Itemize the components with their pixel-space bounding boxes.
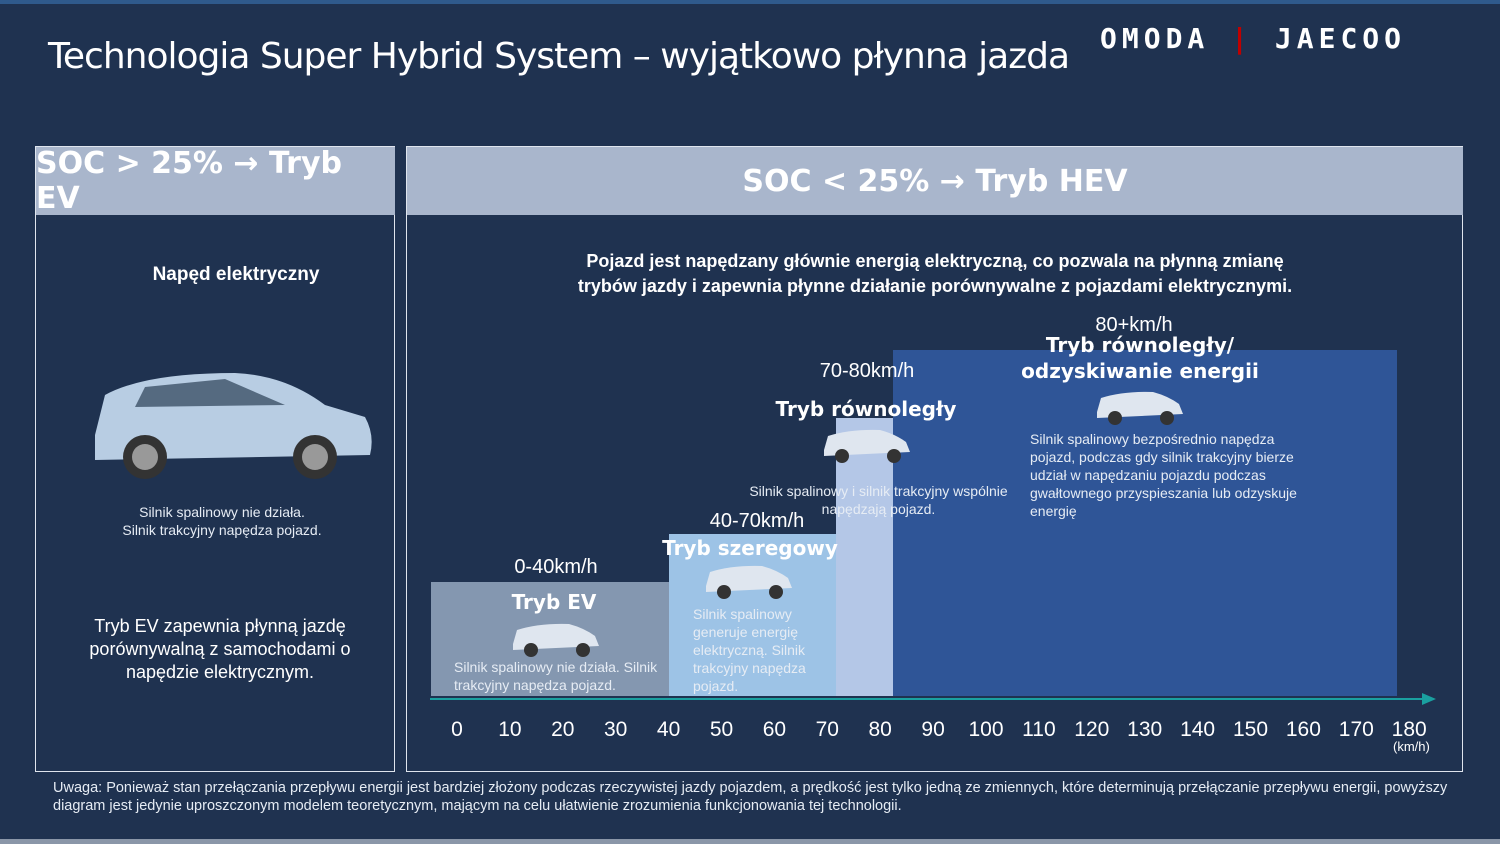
axis-tick-label: 180 <box>1391 718 1427 741</box>
car-icon-ev <box>513 623 599 657</box>
mode-name-ev: Tryb EV <box>511 590 597 614</box>
hev-panel <box>406 146 1463 772</box>
axis-tick-label: 50 <box>709 718 734 741</box>
mode-desc-ev: Silnik spalinowy nie działa. Silnik trak… <box>454 659 658 693</box>
ev-desc: Silnik spalinowy nie działa. Silnik trakc… <box>122 504 322 538</box>
top-accent-bar <box>0 0 1500 4</box>
ev-panel <box>35 146 395 772</box>
ev-heading: Napęd elektryczny <box>152 264 320 285</box>
mode-desc-parallel-regen: Silnik spalinowy bezpośrednio napędza po… <box>1030 431 1297 519</box>
speed-label-parallel-regen: 80+km/h <box>1095 314 1173 336</box>
speed-label-ev: 0-40km/h <box>514 556 598 578</box>
mode-desc-series: Silnik spalinowy generuje energię elektr… <box>693 606 806 694</box>
axis-tick-label: 90 <box>921 718 945 741</box>
axis-tick-label: 40 <box>656 718 681 741</box>
mode-name-parallel-regen: Tryb równoległy/ odzyskiwanie energii <box>1021 333 1259 383</box>
hev-intro: Pojazd jest napędzany głównie energią el… <box>577 251 1293 296</box>
axis-unit: (km/h) <box>1393 739 1430 754</box>
slide-title: Technologia Super Hybrid System – wyjątk… <box>48 36 1070 77</box>
speed-label-parallel: 70-80km/h <box>819 360 915 382</box>
hev-panel-header: SOC < 25% → Tryb HEV <box>407 147 1463 215</box>
speed-axis-arrow <box>430 693 1436 705</box>
axis-tick-label: 80 <box>868 718 892 741</box>
car-icon-parallel <box>824 429 910 463</box>
car-icon-parallel-regen <box>1097 391 1183 425</box>
axis-tick-label: 0 <box>451 718 463 741</box>
axis-tick-label: 120 <box>1074 718 1110 741</box>
axis-tick-label: 170 <box>1338 718 1374 741</box>
footnote: Uwaga: Ponieważ stan przełączania przepł… <box>53 780 1448 814</box>
axis-tick-label: 140 <box>1180 718 1216 741</box>
axis-tick-label: 110 <box>1022 718 1056 741</box>
brand-logo: OMODA | JAECOO <box>1100 22 1407 55</box>
axis-tick-label: 10 <box>498 718 522 741</box>
axis-tick-label: 100 <box>968 718 1004 741</box>
axis-tick-label: 60 <box>762 718 787 741</box>
ev-summary: Tryb EV zapewnia płynną jazdę porównywal… <box>89 616 351 682</box>
mode-block-series <box>669 534 836 696</box>
axis-tick-label: 160 <box>1285 718 1321 741</box>
car-icon-series <box>706 565 792 599</box>
car-image-large <box>95 373 372 479</box>
axis-tick-label: 20 <box>551 718 575 741</box>
speed-label-series: 40-70km/h <box>709 510 805 532</box>
axis-tick-label: 70 <box>815 718 839 741</box>
mode-name-parallel: Tryb równoległy <box>775 397 957 421</box>
axis-tick-label: 30 <box>604 718 628 741</box>
mode-desc-parallel: Silnik spalinowy i silnik trakcyjny wspó… <box>749 483 1008 517</box>
mode-name-series: Tryb szeregowy <box>662 536 838 560</box>
mode-block-parallel <box>836 418 893 696</box>
axis-tick-label: 150 <box>1232 718 1269 741</box>
axis-tick-label: 130 <box>1127 718 1163 741</box>
ev-panel-header: SOC > 25% → Tryb EV <box>36 146 395 216</box>
bottom-bar <box>0 839 1500 844</box>
